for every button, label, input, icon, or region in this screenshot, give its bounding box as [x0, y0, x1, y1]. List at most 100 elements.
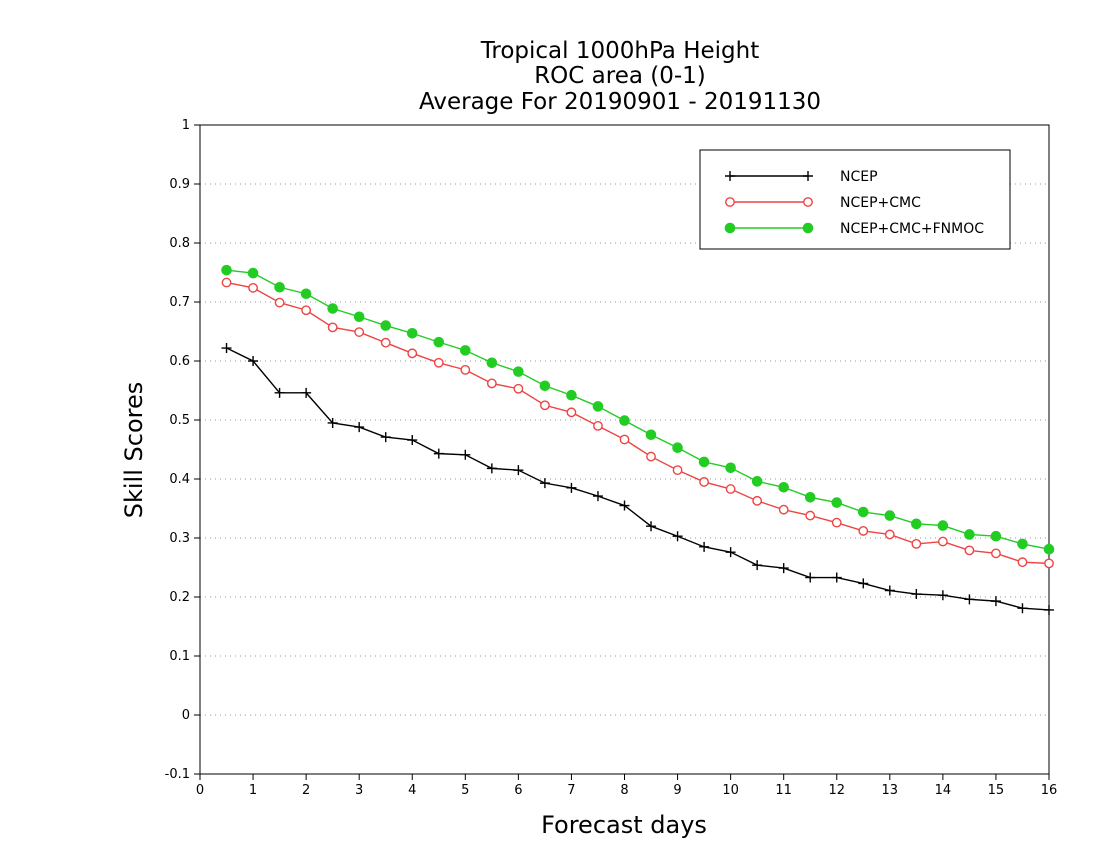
data-point-ncep-cmc-fnmoc: [857, 506, 869, 518]
data-point-ncep: [831, 572, 842, 583]
legend-box: [699, 149, 1011, 250]
data-point-ncep-cmc-fnmoc: [725, 462, 736, 474]
data-point-ncep-cmc-fnmoc: [327, 303, 338, 314]
data-point-ncep-cmc-fnmoc: [353, 311, 365, 323]
data-point-ncep-cmc: [805, 510, 816, 521]
series-line-ncep-cmc-fnmoc: [226, 269, 1050, 550]
data-point-ncep-cmc-fnmoc: [645, 429, 657, 441]
data-point-ncep: [725, 547, 736, 558]
series-ncep: [221, 343, 1054, 615]
data-point-ncep-cmc: [858, 526, 869, 536]
data-point-ncep: [221, 343, 232, 354]
series-ncep-cmc: [221, 277, 1054, 569]
data-point-ncep-cmc: [831, 517, 842, 528]
data-point-ncep-cmc: [646, 451, 656, 462]
y-tick-label: 0.4: [169, 472, 190, 487]
data-point-ncep-cmc: [274, 297, 285, 308]
data-point-ncep-cmc-fnmoc: [1017, 538, 1028, 550]
data-point-ncep: [990, 596, 1001, 607]
data-point-ncep-cmc-fnmoc: [592, 401, 604, 412]
data-point-ncep-cmc: [433, 357, 444, 368]
data-point-ncep: [964, 594, 975, 605]
data-point-ncep: [248, 356, 259, 366]
x-tick-label: 11: [775, 783, 792, 798]
data-point-ncep-cmc: [221, 277, 232, 288]
data-point-ncep-cmc-fnmoc: [751, 476, 763, 487]
data-point-ncep-cmc-fnmoc: [539, 380, 551, 392]
legend-item-ncep: NCEP: [725, 169, 878, 185]
data-point-ncep-cmc: [540, 400, 550, 411]
y-tick-label: 0.6: [169, 354, 190, 369]
data-point-ncep: [301, 387, 312, 398]
x-tick-label: 16: [1041, 783, 1058, 798]
x-tick-label: 10: [722, 783, 739, 798]
data-point-ncep: [911, 589, 922, 600]
chart-title: Tropical 1000hPa Height ROC area (0-1) A…: [419, 38, 821, 115]
x-tick-label: 8: [620, 783, 628, 798]
data-point-ncep-cmc: [301, 305, 312, 316]
chart-title-line-2: ROC area (0-1): [534, 63, 706, 89]
x-tick-label: 14: [935, 783, 952, 798]
data-point-ncep-cmc-fnmoc: [460, 345, 471, 356]
data-series: [221, 264, 1055, 615]
x-tick-label: 2: [302, 783, 310, 798]
x-axis-label: Forecast days: [541, 811, 707, 839]
data-point-ncep-cmc: [964, 545, 975, 556]
data-point-ncep-cmc-fnmoc: [831, 497, 843, 508]
x-tick-label: 1: [249, 783, 257, 798]
chart-title-line-3: Average For 20190901 - 20191130: [419, 89, 821, 115]
data-point-ncep-cmc-fnmoc: [221, 264, 232, 276]
x-tick-label: 5: [461, 783, 469, 798]
data-point-ncep-cmc-fnmoc: [911, 518, 922, 530]
data-point-ncep-cmc-fnmoc: [486, 357, 498, 369]
data-point-ncep: [619, 500, 630, 511]
data-point-ncep-cmc: [407, 348, 418, 359]
legend-marker: [803, 171, 813, 181]
legend-marker: [802, 222, 814, 234]
y-tick-label: 1: [182, 118, 190, 133]
data-point-ncep-cmc: [778, 504, 789, 515]
data-point-ncep: [884, 585, 895, 596]
data-point-ncep-cmc-fnmoc: [778, 481, 789, 493]
data-point-ncep-cmc-fnmoc: [804, 491, 816, 503]
x-tick-label: 7: [567, 783, 575, 798]
y-tick-label: 0.5: [169, 413, 190, 428]
legend-label-ncep-cmc-fnmoc: NCEP+CMC+FNMOC: [840, 221, 984, 237]
data-point-ncep-cmc-fnmoc: [884, 510, 896, 521]
data-point-ncep-cmc-fnmoc: [1043, 543, 1055, 555]
data-point-ncep: [327, 417, 338, 428]
data-point-ncep-cmc: [991, 548, 1001, 559]
data-point-ncep: [566, 482, 577, 493]
data-point-ncep-cmc: [752, 495, 763, 506]
y-tick-label: 0.8: [169, 236, 190, 251]
data-point-ncep: [805, 572, 816, 583]
x-tick-label: 0: [196, 783, 204, 798]
data-point-ncep: [407, 435, 418, 446]
data-point-ncep-cmc: [566, 407, 577, 418]
legend-label-ncep: NCEP: [840, 169, 878, 185]
data-point-ncep: [274, 387, 285, 398]
data-point-ncep-cmc: [911, 539, 922, 549]
x-tick-label: 3: [355, 783, 363, 798]
data-point-ncep-cmc: [486, 378, 497, 389]
grid-lines: [200, 183, 1049, 716]
data-point-ncep-cmc: [1017, 557, 1028, 568]
data-point-ncep-cmc-fnmoc: [274, 281, 285, 293]
x-tick-label: 15: [988, 783, 1005, 798]
data-point-ncep: [699, 541, 710, 552]
y-tick-label: 0.2: [169, 590, 190, 605]
data-point-ncep-cmc-fnmoc: [247, 267, 259, 279]
data-point-ncep: [592, 491, 603, 502]
legend-marker: [724, 222, 736, 234]
data-point-ncep-cmc-fnmoc: [380, 320, 392, 331]
x-tick-label: 12: [828, 783, 845, 798]
data-point-ncep-cmc-fnmoc: [672, 442, 683, 454]
data-point-ncep: [513, 465, 524, 476]
data-point-ncep-cmc: [672, 465, 683, 476]
data-point-ncep-cmc: [248, 282, 258, 293]
data-point-ncep: [433, 448, 444, 459]
data-point-ncep-cmc: [619, 434, 630, 445]
x-tick-label: 4: [408, 783, 416, 798]
data-point-ncep-cmc: [327, 322, 338, 333]
data-point-ncep-cmc: [354, 327, 365, 337]
